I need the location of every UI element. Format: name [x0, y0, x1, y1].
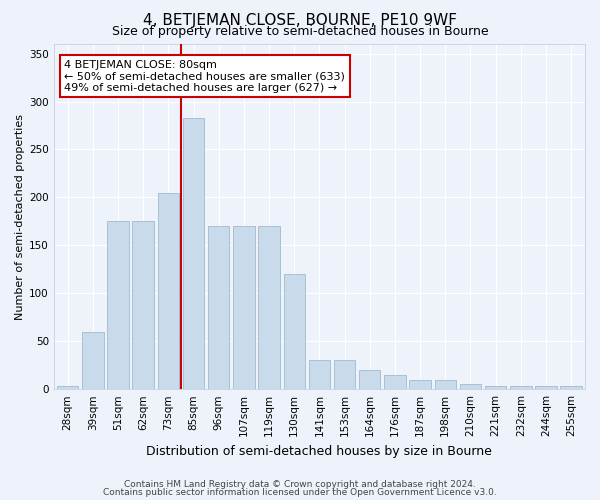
Bar — [535, 386, 557, 389]
Bar — [133, 222, 154, 389]
Bar — [334, 360, 355, 389]
Bar — [259, 226, 280, 389]
Text: Contains HM Land Registry data © Crown copyright and database right 2024.: Contains HM Land Registry data © Crown c… — [124, 480, 476, 489]
X-axis label: Distribution of semi-detached houses by size in Bourne: Distribution of semi-detached houses by … — [146, 444, 493, 458]
Bar — [233, 226, 254, 389]
Bar — [208, 226, 229, 389]
Bar — [57, 386, 79, 389]
Bar — [409, 380, 431, 389]
Y-axis label: Number of semi-detached properties: Number of semi-detached properties — [15, 114, 25, 320]
Bar — [560, 386, 582, 389]
Bar — [510, 386, 532, 389]
Bar — [107, 222, 128, 389]
Text: 4 BETJEMAN CLOSE: 80sqm
← 50% of semi-detached houses are smaller (633)
49% of s: 4 BETJEMAN CLOSE: 80sqm ← 50% of semi-de… — [64, 60, 345, 92]
Bar — [434, 380, 456, 389]
Bar — [308, 360, 330, 389]
Bar — [284, 274, 305, 389]
Bar — [158, 192, 179, 389]
Text: Size of property relative to semi-detached houses in Bourne: Size of property relative to semi-detach… — [112, 25, 488, 38]
Text: 4, BETJEMAN CLOSE, BOURNE, PE10 9WF: 4, BETJEMAN CLOSE, BOURNE, PE10 9WF — [143, 12, 457, 28]
Text: Contains public sector information licensed under the Open Government Licence v3: Contains public sector information licen… — [103, 488, 497, 497]
Bar — [384, 375, 406, 389]
Bar — [359, 370, 380, 389]
Bar — [460, 384, 481, 389]
Bar — [183, 118, 204, 389]
Bar — [485, 386, 506, 389]
Bar — [82, 332, 104, 389]
